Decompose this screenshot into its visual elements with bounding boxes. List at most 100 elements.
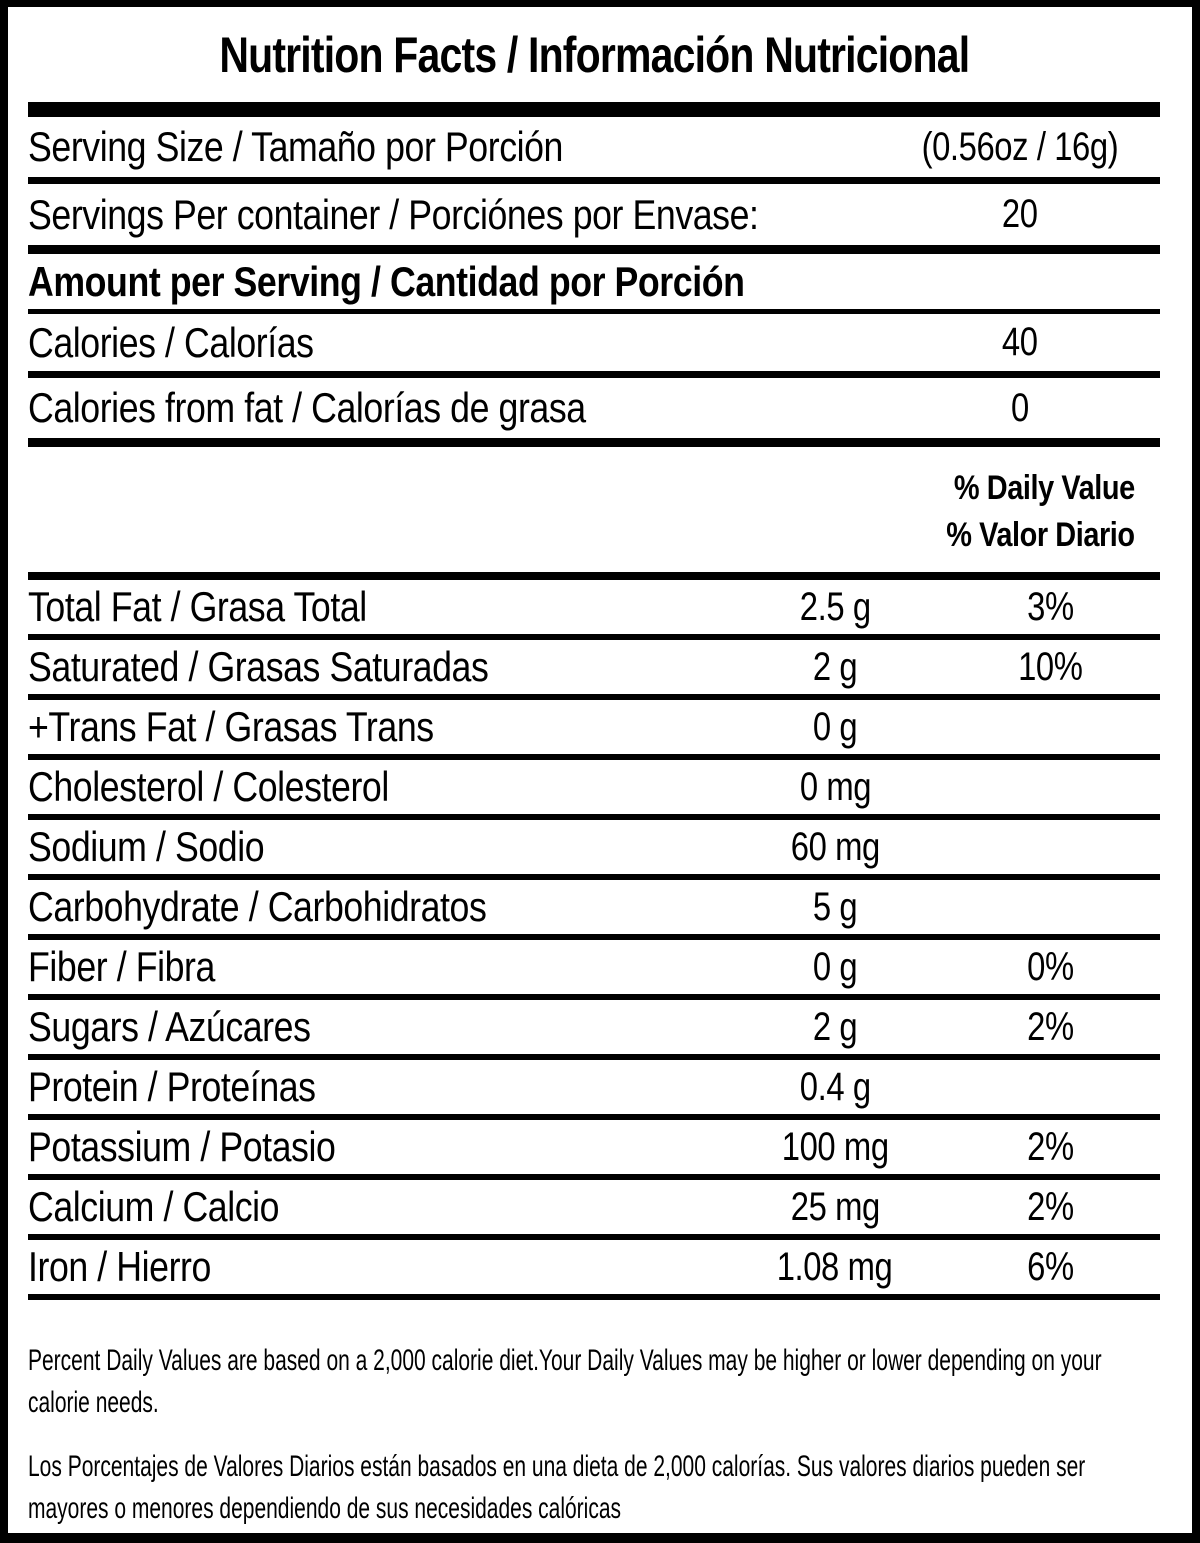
nutrient-amount-cell: 2.5 g: [750, 585, 920, 630]
amount-per-serving-header: Amount per Serving / Cantidad por Porció…: [28, 257, 745, 305]
nutrient-amount: 0 mg: [799, 764, 871, 809]
nutrient-amount-cell: 0 g: [750, 945, 920, 990]
nutrient-label-cell: Iron / Hierro: [28, 1243, 750, 1291]
nutrient-amount: 0 g: [812, 944, 858, 989]
nutrient-label: Iron / Hierro: [28, 1243, 211, 1290]
footnote-english: Percent Daily Values are based on a 2,00…: [28, 1340, 1160, 1424]
calories-from-fat-label: Calories from fat / Calorías de grasa: [28, 384, 586, 431]
nutrient-dv-cell: [970, 825, 1130, 870]
servings-per-container-value: 20: [1002, 192, 1038, 236]
nutrient-row-iron: Iron / Hierro 1.08 mg 6%: [28, 1240, 1160, 1300]
daily-value-header-en-text: % Daily Value: [954, 469, 1135, 507]
servings-per-container-label: Servings Per container / Porciónes por E…: [28, 190, 759, 238]
nutrient-amount: 5 g: [812, 884, 858, 929]
nutrient-amount-cell: 0.4 g: [750, 1065, 920, 1110]
nutrient-label: Saturated / Grasas Saturadas: [28, 643, 489, 690]
nutrient-dv-cell: 3%: [970, 585, 1130, 630]
nutrient-label-cell: Sodium / Sodio: [28, 823, 750, 871]
nutrient-amount-cell: 60 mg: [750, 825, 920, 870]
footnote-english-line1-wrap: Percent Daily Values are based on a 2,00…: [28, 1340, 1160, 1382]
nutrient-daily-value: 6%: [1026, 1244, 1074, 1289]
nutrient-row-potassium: Potassium / Potasio 100 mg 2%: [28, 1120, 1160, 1180]
calories-from-fat-label-cell: Calories from fat / Calorías de grasa: [28, 384, 900, 432]
nutrient-amount-cell: 5 g: [750, 885, 920, 930]
calories-row: Calories / Calorías 40: [28, 314, 1160, 378]
nutrient-daily-value: 2%: [1026, 1184, 1074, 1229]
footnotes: Percent Daily Values are based on a 2,00…: [28, 1340, 1160, 1530]
daily-value-header-en: % Daily Value: [28, 465, 1135, 512]
footnote-spanish-line1-wrap: Los Porcentajes de Valores Diarios están…: [28, 1446, 1160, 1488]
nutrient-label-cell: Saturated / Grasas Saturadas: [28, 643, 750, 691]
calories-label-cell: Calories / Calorías: [28, 319, 900, 367]
nutrient-amount-cell: 0 mg: [750, 765, 920, 810]
nutrient-label-cell: Protein / Proteínas: [28, 1063, 750, 1111]
title-divider-bar: [28, 102, 1160, 117]
nutrient-row-sodium: Sodium / Sodio 60 mg: [28, 820, 1160, 880]
nutrient-daily-value: 2%: [1026, 1124, 1074, 1169]
label-content: Nutrition Facts / Información Nutriciona…: [28, 7, 1160, 1530]
calories-from-fat-value: 0: [1011, 385, 1029, 430]
serving-size-row: Serving Size / Tamaño por Porción (0.56o…: [28, 117, 1160, 184]
nutrient-label-cell: Calcium / Calcio: [28, 1183, 750, 1231]
nutrient-amount: 0 g: [812, 704, 858, 749]
nutrient-label: Protein / Proteínas: [28, 1063, 316, 1110]
nutrient-label: Sodium / Sodio: [28, 823, 265, 870]
nutrient-amount-cell: 0 g: [750, 705, 920, 750]
nutrient-amount: 25 mg: [790, 1184, 880, 1229]
nutrient-amount: 0.4 g: [799, 1064, 871, 1109]
nutrient-amount-cell: 2 g: [750, 645, 920, 690]
nutrient-row-cholesterol: Cholesterol / Colesterol 0 mg: [28, 760, 1160, 820]
nutrient-dv-cell: 6%: [970, 1245, 1130, 1290]
nutrient-amount: 2 g: [812, 644, 858, 689]
amount-per-serving-header-row: Amount per Serving / Cantidad por Porció…: [28, 254, 1160, 314]
daily-value-header-es: % Valor Diario: [28, 512, 1136, 559]
nutrient-row-fiber: Fiber / Fibra 0 g 0%: [28, 940, 1160, 1000]
nutrient-dv-cell: [970, 765, 1130, 810]
serving-size-label: Serving Size / Tamaño por Porción: [28, 123, 563, 170]
daily-value-header: % Daily Value % Valor Diario: [28, 447, 1160, 580]
calories-from-fat-row: Calories from fat / Calorías de grasa 0: [28, 378, 1160, 447]
servings-per-container-label-cell: Servings Per container / Porciónes por E…: [28, 191, 900, 239]
nutrient-row-sugars: Sugars / Azúcares 2 g 2%: [28, 1000, 1160, 1060]
daily-value-header-es-text: % Valor Diario: [946, 516, 1136, 554]
nutrient-label: Cholesterol / Colesterol: [28, 763, 389, 810]
nutrient-row-trans-fat: +Trans Fat / Grasas Trans 0 g: [28, 700, 1160, 760]
nutrient-daily-value: 2%: [1026, 1004, 1074, 1049]
nutrient-amount-cell: 1.08 mg: [750, 1245, 920, 1290]
nutrient-label: Sugars / Azúcares: [28, 1003, 311, 1050]
nutrient-dv-cell: 2%: [970, 1185, 1130, 1230]
nutrient-amount: 60 mg: [790, 824, 880, 869]
footnote-spanish: Los Porcentajes de Valores Diarios están…: [28, 1446, 1160, 1530]
nutrient-amount-cell: 100 mg: [750, 1125, 920, 1170]
nutrient-label-cell: Cholesterol / Colesterol: [28, 763, 750, 811]
amount-per-serving-header-cell: Amount per Serving / Cantidad por Porció…: [28, 258, 1160, 306]
nutrient-label: Calcium / Calcio: [28, 1183, 280, 1230]
nutrient-dv-cell: [970, 1065, 1130, 1110]
footnote-spanish-line2-wrap: mayores o menores dependiendo de sus nec…: [28, 1488, 1160, 1530]
nutrient-amount-cell: 2 g: [750, 1005, 920, 1050]
nutrient-row-calcium: Calcium / Calcio 25 mg 2%: [28, 1180, 1160, 1240]
calories-value: 40: [1002, 320, 1038, 364]
serving-size-value: (0.56oz / 16g): [921, 124, 1119, 169]
nutrient-row-carbohydrate: Carbohydrate / Carbohidratos 5 g: [28, 880, 1160, 940]
nutrient-label: Total Fat / Grasa Total: [28, 583, 367, 630]
nutrient-dv-cell: 0%: [970, 945, 1130, 990]
nutrient-dv-cell: 2%: [970, 1125, 1130, 1170]
nutrient-dv-cell: [970, 885, 1130, 930]
nutrient-dv-cell: 10%: [970, 645, 1130, 690]
nutrient-amount: 2 g: [812, 1004, 858, 1049]
nutrient-dv-cell: 2%: [970, 1005, 1130, 1050]
servings-per-container-row: Servings Per container / Porciónes por E…: [28, 184, 1160, 254]
nutrient-dv-cell: [970, 705, 1130, 750]
footnote-english-line2: calorie needs.: [28, 1386, 159, 1419]
nutrient-row-protein: Protein / Proteínas 0.4 g: [28, 1060, 1160, 1120]
nutrient-row-saturated-fat: Saturated / Grasas Saturadas 2 g 10%: [28, 640, 1160, 700]
footnote-spanish-line2: mayores o menores dependiendo de sus nec…: [28, 1492, 622, 1525]
nutrient-daily-value: 3%: [1026, 584, 1074, 629]
calories-from-fat-value-cell: 0: [900, 386, 1140, 431]
nutrient-label-cell: Total Fat / Grasa Total: [28, 583, 750, 631]
label-header: Nutrition Facts / Información Nutriciona…: [28, 7, 1160, 102]
nutrient-label: Carbohydrate / Carbohidratos: [28, 883, 487, 930]
footnote-english-line1: Percent Daily Values are based on a 2,00…: [28, 1344, 1102, 1377]
